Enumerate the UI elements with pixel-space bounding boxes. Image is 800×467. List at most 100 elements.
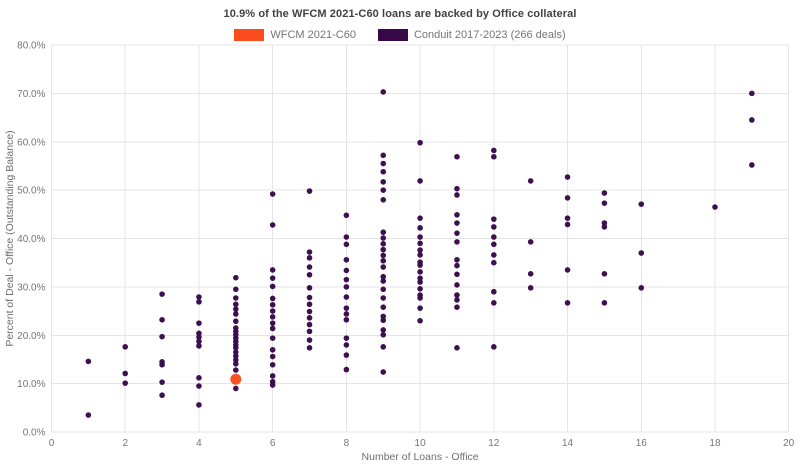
data-point[interactable] xyxy=(306,328,313,335)
data-point[interactable] xyxy=(159,361,165,368)
data-point[interactable] xyxy=(196,375,202,381)
data-point[interactable] xyxy=(417,178,423,184)
data-point[interactable] xyxy=(306,308,313,315)
data-point[interactable] xyxy=(306,255,313,261)
data-point[interactable] xyxy=(233,318,239,325)
data-point[interactable] xyxy=(417,279,423,285)
data-point[interactable] xyxy=(380,344,387,350)
data-point[interactable] xyxy=(196,343,202,349)
data-point[interactable] xyxy=(380,246,387,253)
data-point[interactable] xyxy=(269,346,276,353)
data-point[interactable] xyxy=(380,331,387,338)
data-point[interactable] xyxy=(454,230,460,236)
data-point[interactable] xyxy=(380,160,387,167)
data-point[interactable] xyxy=(343,305,350,311)
data-point[interactable] xyxy=(269,301,276,308)
data-point[interactable] xyxy=(233,345,239,351)
data-point[interactable] xyxy=(343,267,350,274)
data-point[interactable] xyxy=(233,295,239,301)
data-point[interactable] xyxy=(85,412,92,418)
data-point[interactable] xyxy=(601,224,608,230)
data-point[interactable] xyxy=(417,317,423,324)
data-point[interactable] xyxy=(564,195,571,201)
data-point[interactable] xyxy=(380,278,387,284)
data-point[interactable] xyxy=(343,212,350,219)
data-point[interactable] xyxy=(380,369,387,375)
data-point[interactable] xyxy=(269,325,276,332)
data-point[interactable] xyxy=(454,282,460,288)
data-point[interactable] xyxy=(306,337,313,343)
data-point[interactable] xyxy=(233,311,239,317)
data-point[interactable] xyxy=(196,294,202,300)
data-point[interactable] xyxy=(306,294,313,301)
data-point[interactable] xyxy=(454,185,460,192)
data-point[interactable] xyxy=(196,383,202,389)
data-point[interactable] xyxy=(564,221,571,228)
data-point[interactable] xyxy=(454,192,460,198)
data-point[interactable] xyxy=(159,392,165,399)
data-point[interactable] xyxy=(491,259,497,266)
data-point[interactable] xyxy=(380,273,387,280)
data-point[interactable] xyxy=(417,234,423,240)
data-point[interactable] xyxy=(564,267,571,273)
data-point[interactable] xyxy=(269,267,276,273)
data-point[interactable] xyxy=(380,168,387,175)
data-point[interactable] xyxy=(564,300,571,306)
data-point[interactable] xyxy=(491,153,497,160)
data-point[interactable] xyxy=(269,361,276,368)
data-point[interactable] xyxy=(417,295,423,301)
data-point[interactable] xyxy=(343,256,350,263)
data-point[interactable] xyxy=(343,284,350,290)
data-point[interactable] xyxy=(343,234,350,240)
data-point[interactable] xyxy=(196,299,202,305)
data-point[interactable] xyxy=(601,200,608,206)
data-point[interactable] xyxy=(564,215,571,221)
data-point[interactable] xyxy=(269,320,276,326)
data-point[interactable] xyxy=(527,285,534,291)
data-point[interactable] xyxy=(454,304,460,310)
data-point[interactable] xyxy=(159,316,165,323)
data-point[interactable] xyxy=(343,316,350,323)
data-point[interactable] xyxy=(454,262,460,269)
data-point[interactable] xyxy=(343,276,350,283)
data-point[interactable] xyxy=(269,382,276,388)
data-point[interactable] xyxy=(417,262,423,268)
data-point[interactable] xyxy=(380,295,387,301)
data-point[interactable] xyxy=(638,250,645,256)
data-point[interactable] xyxy=(343,342,350,348)
data-point[interactable] xyxy=(417,269,423,275)
data-point[interactable] xyxy=(491,224,497,230)
data-point[interactable] xyxy=(196,334,202,340)
data-point[interactable] xyxy=(417,225,423,231)
data-point[interactable] xyxy=(454,256,460,263)
data-point[interactable] xyxy=(196,402,202,408)
data-point[interactable] xyxy=(749,117,755,123)
data-point[interactable] xyxy=(380,257,387,264)
data-point[interactable] xyxy=(233,274,239,281)
data-point[interactable] xyxy=(306,271,313,278)
data-point[interactable] xyxy=(380,197,387,203)
data-point[interactable] xyxy=(233,367,239,373)
data-point[interactable] xyxy=(417,139,423,146)
data-point[interactable] xyxy=(233,353,239,359)
data-point[interactable] xyxy=(269,275,276,281)
data-point[interactable] xyxy=(380,264,387,270)
data-point[interactable] xyxy=(122,380,129,386)
data-point[interactable] xyxy=(601,271,608,277)
data-point[interactable] xyxy=(269,314,276,320)
data-point[interactable] xyxy=(306,285,313,291)
data-point[interactable] xyxy=(638,201,645,207)
data-point[interactable] xyxy=(269,308,276,314)
data-point[interactable] xyxy=(454,220,460,226)
data-point[interactable] xyxy=(380,241,387,247)
data-point[interactable] xyxy=(159,291,165,297)
data-point[interactable] xyxy=(417,247,423,253)
legend-item[interactable]: Conduit 2017-2023 (266 deals) xyxy=(377,29,566,41)
data-point[interactable] xyxy=(454,271,460,278)
data-point[interactable] xyxy=(306,345,313,351)
data-point[interactable] xyxy=(749,90,755,97)
data-point[interactable] xyxy=(380,304,387,310)
data-point[interactable] xyxy=(343,366,350,373)
data-point[interactable] xyxy=(122,370,129,377)
data-point[interactable] xyxy=(196,330,202,337)
